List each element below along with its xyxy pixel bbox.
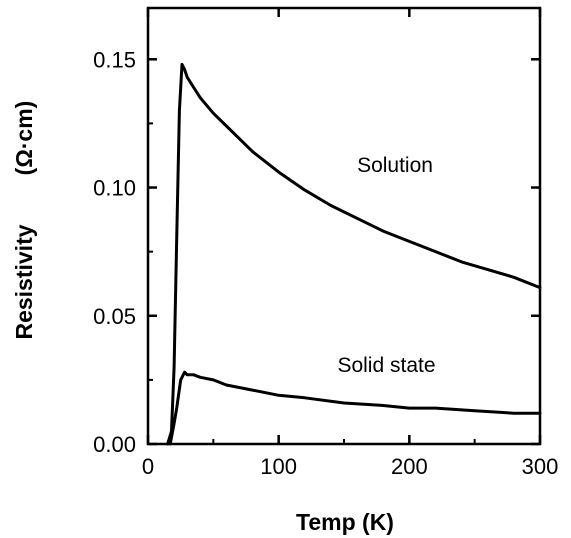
y-tick-label: 0.05 <box>93 304 136 329</box>
series-annotation: Solution <box>357 154 433 177</box>
y-tick-label: 0.00 <box>93 432 136 457</box>
plot-area: 0 100 200 300 0.00 0.05 0.10 0.15 Solution Solid … <box>93 6 559 479</box>
solid-state-series-line <box>168 370 542 446</box>
y-tick-label: 0.15 <box>93 47 136 72</box>
y-tick-label: 0.10 <box>93 176 136 201</box>
x-tick-label: 0 <box>142 454 154 479</box>
x-tick-label: 300 <box>522 454 559 479</box>
x-tick-label: 200 <box>391 454 428 479</box>
x-tick-label: 100 <box>260 454 297 479</box>
y-axis-unit: (Ω·cm) <box>11 101 37 176</box>
y-axis-title-text: Resistivity <box>11 224 37 339</box>
series-annotation: Solid state <box>337 354 435 377</box>
solution-series-line <box>166 62 542 446</box>
y-axis-title: Resistivity (Ω·cm) <box>11 101 37 340</box>
x-axis-title: Temp (K) <box>296 509 394 535</box>
